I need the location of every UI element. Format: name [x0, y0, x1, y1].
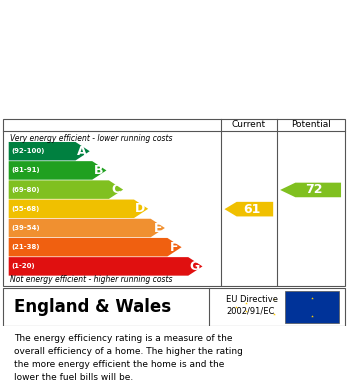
Text: England & Wales: England & Wales: [14, 298, 171, 316]
Text: 72: 72: [305, 183, 323, 196]
Text: (55-68): (55-68): [11, 206, 40, 212]
Text: (1-20): (1-20): [11, 264, 35, 269]
Text: B: B: [94, 164, 104, 177]
Text: D: D: [135, 202, 145, 215]
Text: G: G: [189, 260, 200, 273]
Polygon shape: [9, 142, 90, 160]
Text: (21-38): (21-38): [11, 244, 40, 250]
Polygon shape: [224, 202, 273, 217]
Polygon shape: [9, 199, 148, 218]
Text: F: F: [170, 241, 179, 254]
Polygon shape: [9, 161, 106, 180]
Polygon shape: [9, 257, 203, 276]
Polygon shape: [9, 238, 182, 256]
Bar: [285, 291, 339, 323]
Text: Energy Efficiency Rating: Energy Efficiency Rating: [10, 51, 220, 66]
Text: Not energy efficient - higher running costs: Not energy efficient - higher running co…: [10, 275, 173, 284]
Polygon shape: [9, 180, 123, 199]
Polygon shape: [280, 183, 341, 197]
Text: Very energy efficient - lower running costs: Very energy efficient - lower running co…: [10, 134, 173, 143]
Polygon shape: [9, 219, 165, 237]
Text: A: A: [77, 145, 87, 158]
Text: 61: 61: [244, 203, 261, 216]
Text: (39-54): (39-54): [11, 225, 40, 231]
Text: Current: Current: [232, 120, 266, 129]
Text: EU Directive
2002/91/EC: EU Directive 2002/91/EC: [226, 294, 278, 316]
Text: C: C: [111, 183, 120, 196]
Text: The energy efficiency rating is a measure of the
overall efficiency of a home. T: The energy efficiency rating is a measur…: [14, 334, 243, 382]
Text: (92-100): (92-100): [11, 148, 45, 154]
Text: (81-91): (81-91): [11, 167, 40, 174]
Text: Potential: Potential: [291, 120, 331, 129]
Text: E: E: [153, 221, 162, 235]
Text: (69-80): (69-80): [11, 187, 40, 193]
